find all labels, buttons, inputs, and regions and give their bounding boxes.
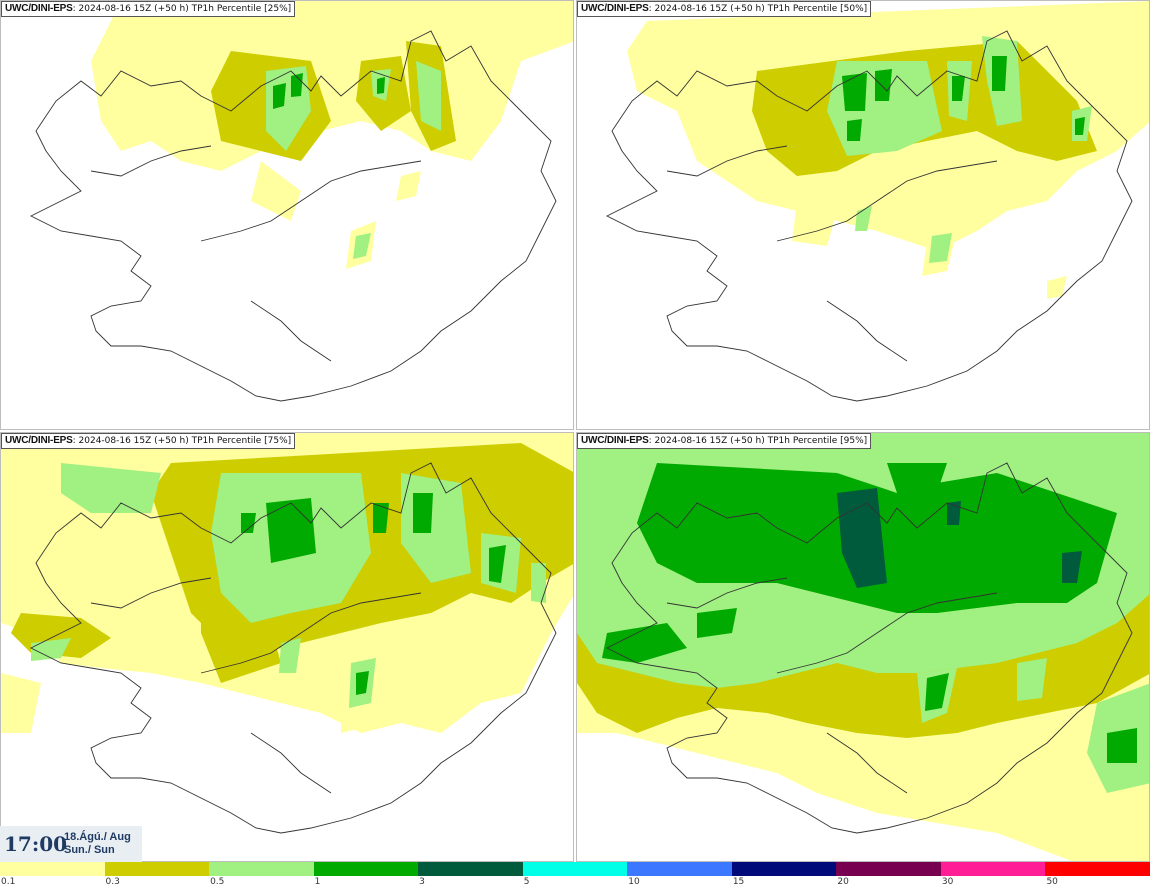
precip-field (91, 1, 573, 269)
colorbar-tick-label: 30 (941, 877, 954, 887)
colorbar-swatch (1045, 862, 1150, 876)
panel-title: UWC/DINI-EPS: 2024-08-16 15Z (+50 h) TP1… (577, 433, 872, 449)
panel-title: UWC/DINI-EPS: 2024-08-16 15Z (+50 h) TP1… (1, 433, 296, 449)
colorbar-tick-label: 1 (314, 877, 321, 887)
colorbar-swatch (836, 862, 942, 876)
panel-title: UWC/DINI-EPS: 2024-08-16 15Z (+50 h) TP1… (577, 1, 872, 17)
colorbar-tick-label: 3 (419, 877, 425, 887)
panel-title: UWC/DINI-EPS: 2024-08-16 15Z (+50 h) TP1… (1, 1, 296, 17)
map-panel-p75: UWC/DINI-EPS: 2024-08-16 15Z (+50 h) TP1… (0, 432, 574, 862)
precip-map (1, 433, 573, 834)
colorbar-tick-label: 50 (1046, 877, 1058, 887)
colorbar-swatch (731, 862, 837, 876)
valid-time-box: 17:00 18.Ágú./ Aug Sun./ Sun (0, 826, 142, 862)
colorbar-swatch (104, 862, 210, 876)
coastline (605, 30, 1133, 402)
colorbar-swatch (313, 862, 419, 876)
map-panel-p95: UWC/DINI-EPS: 2024-08-16 15Z (+50 h) TP1… (576, 432, 1150, 862)
precip-field (1, 433, 573, 733)
precip-field (577, 433, 1149, 861)
colorbar-legend: 0.1 0.3 0.5 1 3 5 10 15 20 30 50 (0, 862, 1150, 891)
coastline (29, 30, 557, 402)
colorbar-tick-label: 15 (732, 877, 745, 887)
colorbar-tick-label: 0.1 (1, 877, 16, 887)
colorbar-tick-label: 10 (628, 877, 640, 887)
colorbar-swatch (0, 862, 105, 876)
colorbar-tick-label: 5 (523, 877, 530, 887)
map-panel-p50: UWC/DINI-EPS: 2024-08-16 15Z (+50 h) TP1… (576, 0, 1150, 430)
colorbar-swatch (522, 862, 628, 876)
colorbar-swatch (418, 862, 524, 876)
precip-map (577, 433, 1149, 861)
colorbar-swatch (209, 862, 315, 876)
valid-date: 18.Ágú./ Aug (64, 831, 131, 843)
precip-field (627, 1, 1149, 299)
colorbar-swatch (940, 862, 1046, 876)
map-panel-p25: UWC/DINI-EPS: 2024-08-16 15Z (+50 h) TP1… (0, 0, 574, 430)
valid-time-clock: 17:00 (4, 832, 68, 856)
valid-day: Sun./ Sun (64, 844, 115, 856)
colorbar-swatch (627, 862, 733, 876)
colorbar-tick-label: 0.3 (105, 877, 120, 887)
colorbar-tick-label: 0.5 (210, 877, 225, 887)
precip-map (29, 1, 573, 402)
coastline (29, 462, 557, 834)
colorbar-tick-label: 20 (837, 877, 849, 887)
coastline (605, 462, 1133, 834)
precip-map (605, 1, 1149, 402)
